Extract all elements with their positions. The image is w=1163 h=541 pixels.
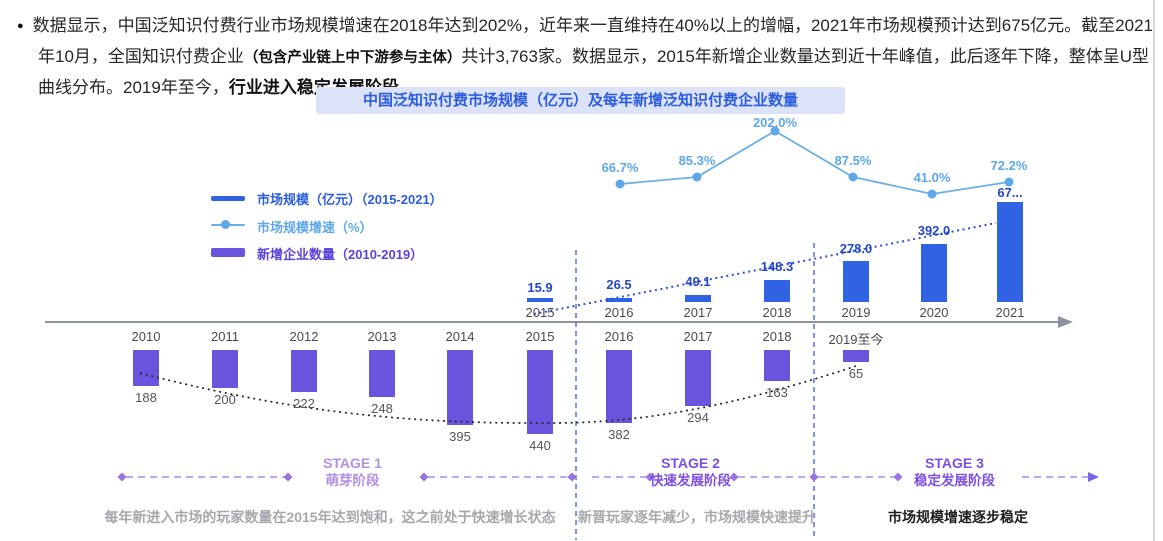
new-companies-bar-2011: [212, 350, 238, 388]
market-size-bar-2015: [527, 298, 553, 302]
stage-1-label: STAGE 1 萌芽阶段: [270, 455, 435, 489]
new-companies-bar-2012: [291, 350, 317, 393]
new-companies-bar-2010: [133, 350, 159, 386]
year-label-top: 2019: [841, 305, 871, 320]
year-label-bottom: 2015: [525, 329, 555, 344]
year-label-bottom: 2016: [604, 329, 634, 344]
year-label-top: 2018: [762, 305, 792, 320]
new-companies-swatch-icon: [211, 248, 245, 257]
intro-text-2: （包含产业链上中下游参与主体）: [243, 49, 462, 66]
stage-2-label: STAGE 2 快速发展阶段: [608, 455, 773, 489]
market-size-bar-2021: [997, 202, 1023, 302]
page-edge-divider: [1153, 0, 1155, 541]
market-size-swatch-icon: [211, 196, 245, 201]
year-label-bottom: 2012: [289, 329, 319, 344]
year-label-bottom: 2010: [131, 329, 161, 344]
new-companies-bar-2014: [447, 350, 473, 426]
bullet-icon: ●: [17, 20, 24, 32]
year-label-bottom: 2011: [211, 329, 239, 344]
new-companies-bar-2013: [369, 350, 395, 398]
new-companies-value-label: 65: [848, 366, 864, 381]
chart-title: 中国泛知识付费市场规模（亿元）及每年新增泛知识付费企业数量: [316, 87, 845, 114]
stage-2-phase: 快速发展阶段: [650, 473, 731, 488]
market-size-bar-2020: [921, 243, 947, 302]
stage-2-title: STAGE 2: [661, 455, 720, 471]
new-companies-bar-2016: [606, 350, 632, 423]
growth-rate-line: [615, 126, 1014, 199]
market-size-value-label: 148.3: [760, 259, 794, 274]
growth-rate-value-label: 87.5%: [834, 153, 872, 168]
new-companies-bar-2017: [685, 350, 711, 406]
stage-1-description: 每年新进入市场的玩家数量在2015年达到饱和，这之前处于快速增长状态: [104, 509, 556, 525]
new-companies-bar-2015: [527, 350, 553, 434]
year-label-bottom: 2014: [445, 329, 475, 344]
new-companies-value-label: 222: [293, 396, 315, 411]
market-size-bar-2017: [685, 294, 711, 302]
stage-divider-lines: [575, 243, 815, 540]
year-label-top: 2021: [995, 305, 1025, 320]
growth-rate-value-label: 72.2%: [990, 158, 1028, 173]
x-axis: [45, 316, 1073, 328]
stage-3-phase: 稳定发展阶段: [914, 473, 995, 488]
market-size-bar-2018: [764, 280, 790, 302]
intro-text-1: 数据显示，中国泛知识付费行业市场规模增速在2018年达到202%，近年来一直维持…: [32, 16, 1153, 66]
new-companies-value-label: 294: [687, 410, 709, 425]
market-size-bar-2019: [843, 260, 869, 302]
market-size-value-label: 392.0: [917, 223, 951, 238]
axis-arrow-icon: [1058, 316, 1073, 328]
year-label-bottom: 2018: [762, 329, 792, 344]
new-companies-value-label: 163: [766, 385, 788, 400]
growth-rate-value-label: 41.0%: [913, 170, 951, 185]
year-label-top: 2016: [604, 305, 634, 320]
market-size-bar-2016: [606, 298, 632, 302]
stage-1-title: STAGE 1: [323, 455, 382, 471]
stage-3-title: STAGE 3: [925, 455, 984, 471]
market-size-trend-dotted-line: [533, 222, 997, 315]
new-companies-value-label: 188: [135, 390, 157, 405]
year-label-bottom: 2019至今: [828, 332, 884, 347]
new-companies-bar-2018: [764, 350, 790, 381]
market-size-value-label: 49.1: [685, 274, 711, 289]
market-size-value-label: 67...: [997, 185, 1023, 200]
new-companies-value-label: 200: [214, 392, 236, 407]
growth-rate-value-label: 202.0%: [752, 115, 798, 130]
stage-timeline: [117, 472, 1099, 482]
year-label-top: 2017: [683, 305, 713, 320]
year-label-top: 2015: [525, 305, 555, 320]
growth-rate-value-label: 85.3%: [678, 153, 716, 168]
growth-dot-icon: [221, 220, 230, 229]
market-size-value-label: 26.5: [606, 277, 632, 292]
market-size-value-label: 278.0: [839, 241, 873, 256]
new-companies-value-label: 440: [529, 438, 551, 453]
legend-new-companies: 新增企业数量（2010-2019）: [257, 247, 424, 262]
stage-3-label: STAGE 3 稳定发展阶段: [872, 455, 1037, 489]
year-label-bottom: 2013: [367, 329, 397, 344]
year-label-top: 2020: [919, 305, 949, 320]
legend-growth-rate: 市场规模增速（%）: [257, 220, 373, 235]
new-companies-value-label: 248: [371, 401, 393, 416]
growth-rate-value-label: 66.7%: [601, 160, 639, 175]
timeline-arrow-icon: [1088, 472, 1099, 482]
new-companies-bar-2019: [843, 350, 869, 363]
new-companies-value-label: 382: [608, 427, 630, 442]
market-size-value-label: 15.9: [527, 280, 553, 295]
legend-market-size: 市场规模（亿元）（2015-2021）: [257, 192, 443, 207]
new-companies-value-label: 395: [449, 429, 471, 444]
stage-2-description: 新晋玩家逐年减少，市场规模快速提升: [578, 509, 816, 525]
stage-1-phase: 萌芽阶段: [325, 473, 380, 488]
timeline-diamond-icons: [117, 472, 903, 482]
stage-3-description: 市场规模增速逐步稳定: [888, 509, 1028, 525]
year-label-bottom: 2017: [683, 329, 713, 344]
intro-text-3: 共计3,763家。数据显示，2015年新增企业数量达到近十年峰值，此后逐年下降，…: [38, 46, 1150, 98]
